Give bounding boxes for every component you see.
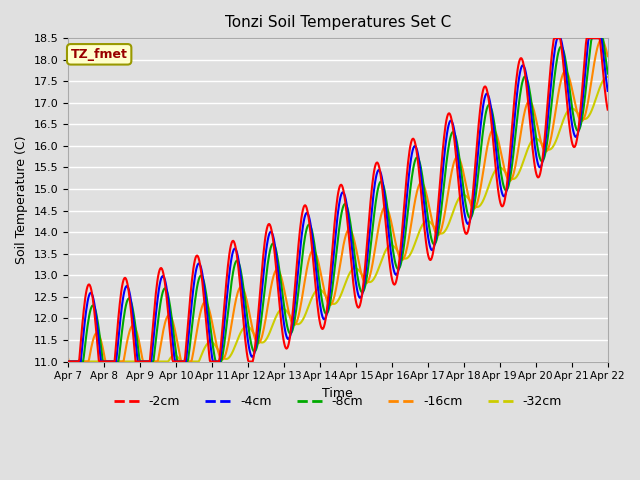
- Y-axis label: Soil Temperature (C): Soil Temperature (C): [15, 135, 28, 264]
- Text: TZ_fmet: TZ_fmet: [71, 48, 127, 61]
- X-axis label: Time: Time: [323, 387, 353, 400]
- Title: Tonzi Soil Temperatures Set C: Tonzi Soil Temperatures Set C: [225, 15, 451, 30]
- Legend: -2cm, -4cm, -8cm, -16cm, -32cm: -2cm, -4cm, -8cm, -16cm, -32cm: [109, 391, 567, 413]
